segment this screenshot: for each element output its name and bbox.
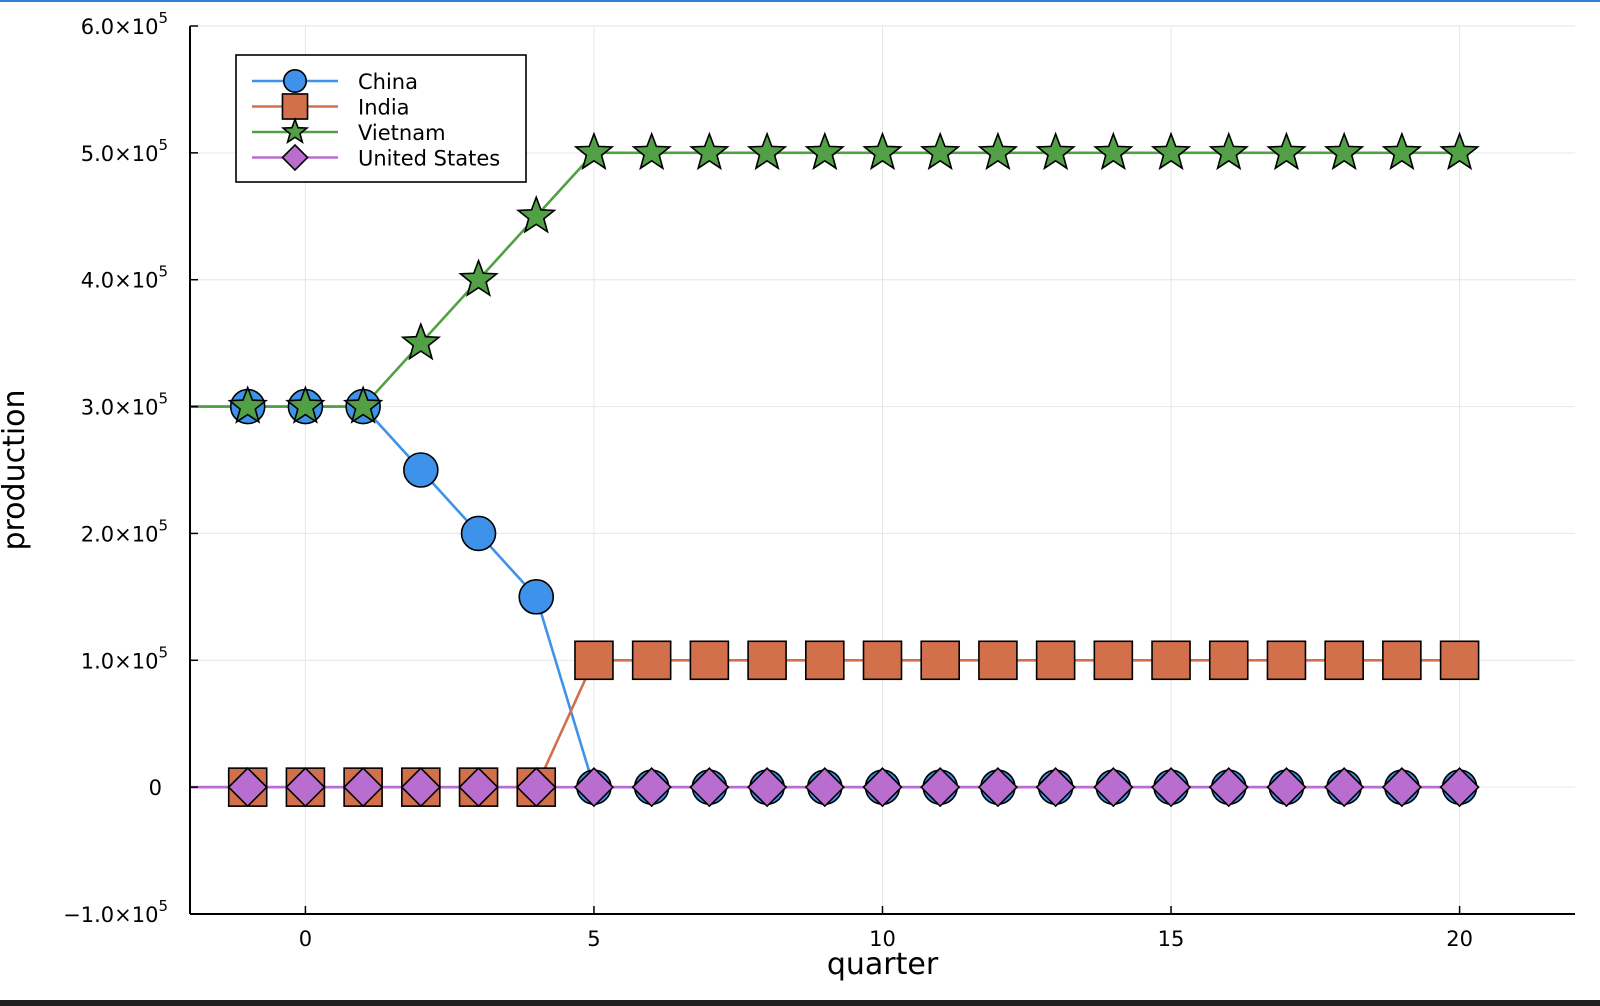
- marker-united-states: [1381, 767, 1423, 808]
- marker-united-states: [573, 767, 615, 808]
- marker-united-states: [631, 767, 672, 808]
- legend-label-india: India: [358, 96, 410, 120]
- marker-india: [1266, 640, 1307, 681]
- marker-vietnam: [919, 131, 961, 171]
- marker-united-states: [1324, 767, 1365, 808]
- legend-label-united-states: United States: [358, 147, 500, 171]
- legend-marker-india: [281, 93, 309, 120]
- bottom-edge-bar: [0, 1000, 1600, 1006]
- x-tick-label: 20: [1446, 927, 1473, 951]
- marker-united-states: [1208, 767, 1249, 808]
- marker-vietnam: [1266, 131, 1307, 171]
- marker-vietnam: [1150, 131, 1192, 171]
- legend-marker-vietnam: [280, 117, 310, 144]
- marker-united-states: [689, 767, 730, 808]
- marker-vietnam: [1208, 131, 1249, 171]
- marker-vietnam: [746, 131, 788, 171]
- tick-labels: 0 5 10 15 20 −1.0×105 0 1.0×105 2.0×105 3.0×105 4.…: [63, 9, 1473, 951]
- x-tick-label: 5: [587, 927, 600, 951]
- marker-vietnam: [1323, 131, 1365, 171]
- marker-vietnam: [573, 131, 615, 171]
- series-lines: [190, 151, 1460, 789]
- marker-india: [1439, 640, 1480, 681]
- marker-india: [1382, 640, 1422, 681]
- top-accent-line: [0, 0, 1600, 2]
- series-line-china: [190, 405, 1460, 789]
- marker-vietnam: [977, 131, 1019, 171]
- axes: [189, 25, 1575, 915]
- marker-vietnam: [516, 195, 557, 234]
- marker-india: [920, 640, 961, 681]
- marker-united-states: [862, 767, 903, 808]
- marker-india: [747, 640, 787, 681]
- y-tick-label: 4.0×105: [81, 263, 168, 293]
- marker-vietnam: [1093, 131, 1134, 171]
- marker-vietnam: [285, 385, 326, 424]
- marker-vietnam: [631, 131, 672, 171]
- marker-india: [1035, 640, 1076, 681]
- marker-united-states: [920, 767, 961, 808]
- marker-vietnam: [458, 258, 499, 297]
- marker-india: [1151, 640, 1191, 681]
- marker-vietnam: [804, 131, 846, 171]
- marker-india: [631, 640, 672, 681]
- legend-label-china: China: [358, 70, 418, 94]
- x-tick-label: 10: [869, 927, 896, 951]
- marker-vietnam: [342, 385, 384, 424]
- marker-united-states: [227, 767, 268, 808]
- marker-vietnam: [689, 131, 730, 171]
- marker-united-states: [1093, 767, 1134, 808]
- marker-vietnam: [862, 131, 903, 171]
- marker-vietnam: [1381, 131, 1423, 171]
- x-tick-label: 15: [1158, 927, 1185, 951]
- marker-india: [574, 640, 614, 681]
- marker-united-states: [458, 767, 499, 808]
- marker-united-states: [516, 767, 557, 808]
- marker-vietnam: [1035, 131, 1076, 171]
- marker-india: [689, 640, 730, 681]
- x-axis-title: quarter: [827, 947, 939, 982]
- y-axis-title: production: [0, 389, 32, 550]
- marker-vietnam: [227, 385, 268, 424]
- marker-india: [1324, 640, 1364, 681]
- marker-india: [804, 640, 845, 681]
- marker-united-states: [1150, 767, 1192, 808]
- y-tick-label: 5.0×105: [81, 136, 168, 166]
- legend-label-vietnam: Vietnam: [358, 121, 446, 145]
- marker-china: [518, 579, 555, 615]
- marker-india: [1093, 640, 1134, 681]
- marker-china: [460, 515, 497, 552]
- marker-vietnam: [1439, 131, 1480, 171]
- x-tick-label: 0: [299, 927, 312, 951]
- marker-china: [403, 452, 439, 488]
- legend-marker-united-states: [281, 143, 309, 172]
- marker-india: [978, 640, 1018, 681]
- marker-united-states: [804, 767, 845, 808]
- y-tick-label: 0: [149, 776, 162, 800]
- y-tick-label: 3.0×105: [81, 390, 168, 420]
- marker-united-states: [977, 767, 1019, 808]
- marker-vietnam: [400, 321, 442, 361]
- y-tick-label: 6.0×105: [81, 9, 168, 39]
- marker-india: [862, 640, 903, 681]
- marker-united-states: [342, 767, 384, 808]
- marker-india: [1208, 640, 1249, 681]
- marker-united-states: [285, 767, 326, 808]
- marker-united-states: [746, 767, 788, 808]
- y-tick-label: 1.0×105: [81, 643, 168, 673]
- marker-united-states: [1035, 767, 1076, 808]
- series-markers: [227, 131, 1480, 808]
- y-tick-label: −1.0×105: [63, 897, 168, 927]
- marker-united-states: [1266, 767, 1307, 808]
- marker-united-states: [1439, 767, 1480, 808]
- legend-marker-china: [282, 68, 308, 94]
- marker-united-states: [400, 767, 441, 808]
- y-tick-label: 2.0×105: [81, 516, 168, 546]
